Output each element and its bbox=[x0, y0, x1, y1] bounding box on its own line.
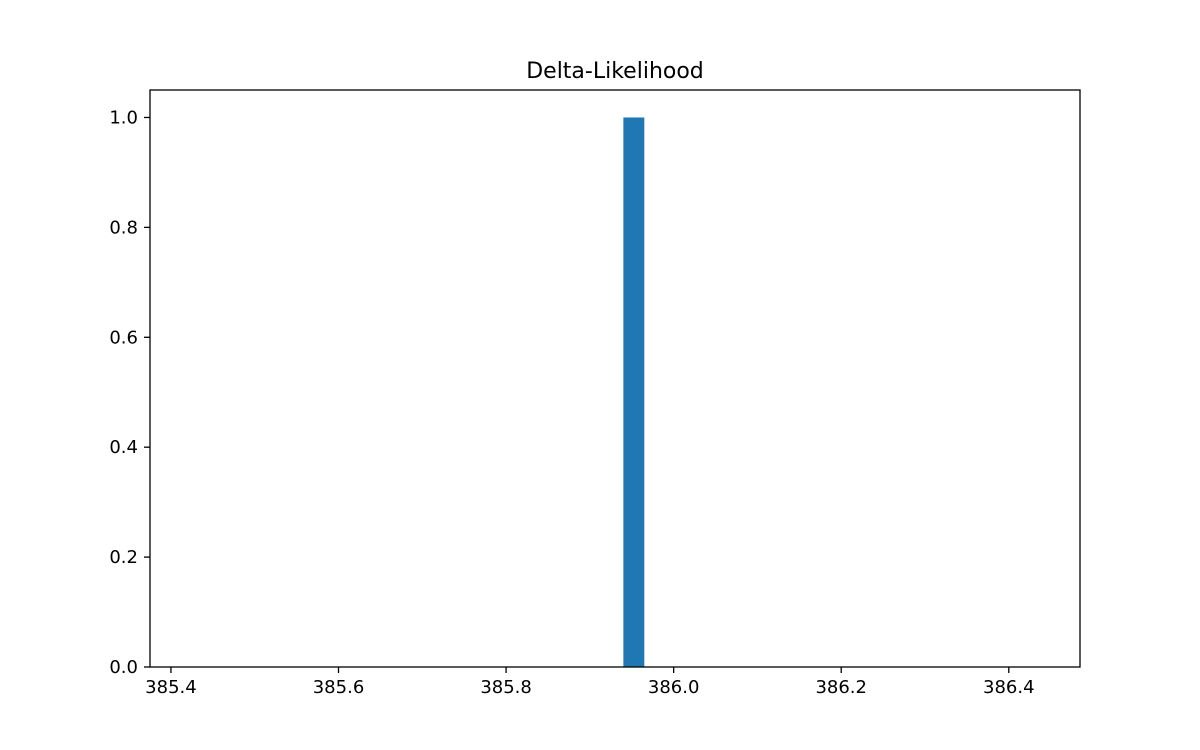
x-tick-label: 385.6 bbox=[313, 677, 365, 698]
bars-layer bbox=[623, 117, 645, 667]
y-tick-label: 0.0 bbox=[109, 657, 138, 678]
y-tick-label: 0.6 bbox=[109, 327, 138, 348]
plot-frame bbox=[149, 89, 1081, 668]
y-tick-label: 1.0 bbox=[109, 107, 138, 128]
x-tick-label: 385.8 bbox=[480, 677, 532, 698]
x-tick-label: 386.4 bbox=[983, 677, 1035, 698]
chart-title: Delta-Likelihood bbox=[526, 59, 704, 84]
x-tick-label: 385.4 bbox=[145, 677, 197, 698]
x-tick-label: 386.2 bbox=[815, 677, 867, 698]
bar-0 bbox=[623, 117, 645, 667]
y-tick-label: 0.4 bbox=[109, 437, 138, 458]
y-tick-label: 0.2 bbox=[109, 547, 138, 568]
ticks-layer: 385.4 385.6 385.8 386.0 386.2 386.4 0.0 0.2 0.4 0… bbox=[109, 107, 1034, 698]
x-tick-label: 386.0 bbox=[648, 677, 700, 698]
y-tick-label: 0.8 bbox=[109, 217, 138, 238]
